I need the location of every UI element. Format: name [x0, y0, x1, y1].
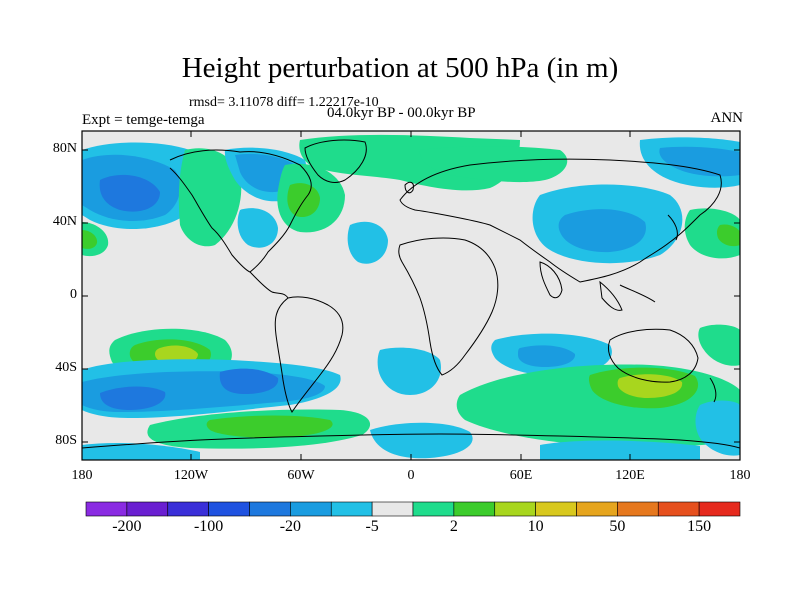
colorbar-swatch: [698, 501, 741, 517]
contour-antarctic-east-neg: [540, 440, 700, 460]
colorbar-swatch: [330, 501, 373, 517]
contour-asia-neg-mid: [558, 209, 646, 253]
colorbar-swatch: [208, 501, 250, 517]
coast-japan: [667, 214, 678, 241]
colorbar-label: 150: [687, 518, 712, 535]
lat-tick-label-80n: 80N: [52, 141, 77, 156]
experiment-label: Expt = temge-temga: [82, 112, 205, 128]
coast-australia: [607, 328, 699, 383]
map-title: Height perturbation at 500 hPa (in m): [181, 52, 619, 84]
contour-field: [82, 134, 740, 460]
contour-atl-neg: [347, 221, 388, 264]
contour-npac-neg-strong: [99, 174, 160, 212]
colorbar-label: -20: [279, 518, 302, 535]
contour-nwpac-pos: [684, 208, 740, 259]
coast-central-america: [249, 271, 289, 299]
contour-socean-pos-mid: [206, 415, 333, 438]
lon-tick-label-60w: 60W: [287, 468, 315, 483]
colorbar-swatch: [167, 501, 209, 517]
colorbar-label: -100: [193, 518, 224, 535]
lon-tick-label-120e: 120E: [615, 468, 645, 483]
colorbar-swatch: [371, 501, 414, 517]
colorbar-swatch: [453, 501, 496, 517]
coast-southeast-asia: [599, 280, 656, 311]
lon-tick-label-180w: 180: [71, 468, 93, 483]
coast-uk: [404, 181, 414, 194]
lon-ticks: [190, 131, 631, 460]
contour-nwpac-pos-mid: [716, 224, 740, 247]
coast-new-zealand: [709, 377, 717, 403]
coast-india: [539, 261, 563, 299]
colorbar-swatch: [657, 501, 700, 517]
colorbar-swatch: [494, 501, 536, 517]
coast-antarctica: [82, 433, 740, 449]
colorbar-swatch: [412, 501, 455, 517]
contour-antarctic-neg: [82, 442, 200, 460]
contour-uswest-neg: [237, 208, 278, 248]
contour-namer-pos: [178, 148, 242, 247]
contour-sam-neg-strong: [219, 368, 279, 394]
colorbar-label: 2: [449, 518, 458, 535]
contour-sind-pos-strong: [617, 374, 683, 398]
coast-eurasia: [399, 158, 722, 283]
contour-spac-neg-strong: [100, 386, 166, 410]
colorbar: [85, 501, 741, 517]
lat-tick-label-0: 0: [70, 287, 77, 302]
colorbar-label: 50: [609, 518, 626, 535]
lat-ticks: [82, 149, 740, 443]
colorbar-label: 10: [527, 518, 544, 535]
period-label: 04.0kyr BP - 00.0kyr BP: [327, 105, 476, 121]
coast-greenland: [304, 139, 367, 183]
lat-tick-label-40s: 40S: [55, 360, 77, 375]
lon-tick-label-180e: 180: [729, 468, 751, 483]
season-label: ANN: [710, 110, 744, 126]
lon-tick-label-60e: 60E: [509, 468, 533, 483]
coast-north-america: [169, 149, 312, 273]
colorbar-swatch: [85, 501, 128, 517]
colorbar-label: -200: [112, 518, 142, 535]
lat-tick-label-40n: 40N: [52, 214, 77, 229]
contour-europe-pos: [419, 146, 568, 183]
contour-satl-neg: [377, 347, 441, 395]
colorbar-swatch: [126, 501, 169, 517]
colorbar-swatch: [290, 501, 332, 517]
colorbar-swatch: [535, 501, 577, 517]
colorbar-label: -5: [365, 518, 379, 535]
contour-indian-neg-mid: [518, 345, 576, 367]
colorbar-swatch: [249, 501, 291, 517]
contour-wpac-pos-mid: [82, 230, 98, 249]
contour-aus-pos: [698, 324, 740, 366]
stats-label: rmsd= 3.11078 diff= 1.22217e-10: [189, 95, 379, 110]
lon-tick-label-120w: 120W: [173, 468, 209, 483]
lon-tick-label-0: 0: [407, 468, 415, 483]
lat-tick-label-80s: 80S: [55, 433, 77, 448]
coast-africa: [398, 237, 499, 376]
colorbar-swatch: [617, 501, 659, 517]
contour-antarctic-mid-neg: [370, 422, 473, 459]
coast-south-america: [274, 296, 344, 413]
contour-arctic-east-neg-mid: [659, 146, 740, 177]
coastlines: [82, 139, 740, 449]
colorbar-swatch: [576, 501, 618, 517]
